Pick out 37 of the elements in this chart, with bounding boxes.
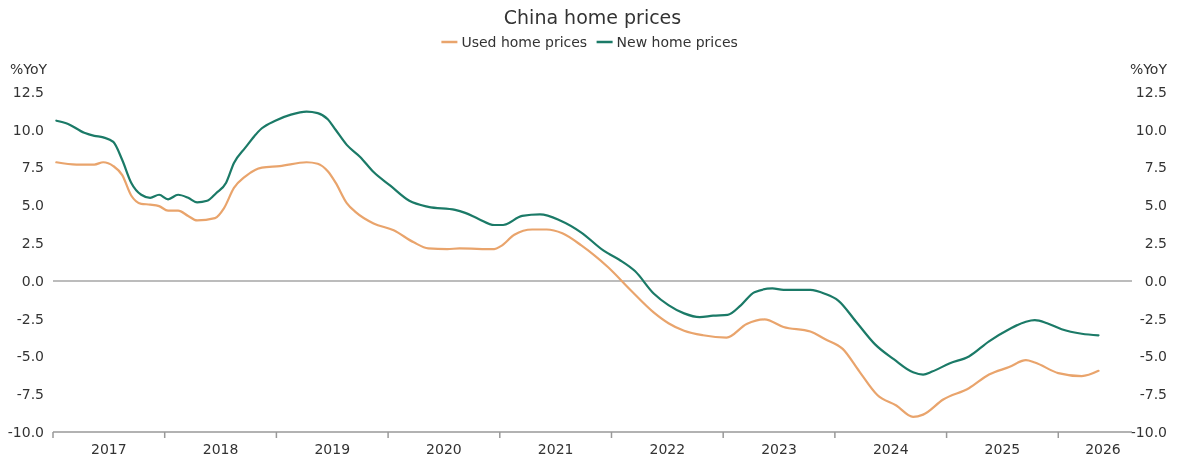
y-tick-label: -7.5 [16, 386, 44, 403]
y-tick-label: -5.0 [16, 348, 44, 365]
line-series [55, 161, 1100, 418]
legend-label: New home prices [616, 34, 738, 50]
y2-tick-label: 12.5 [1135, 83, 1167, 100]
x-tick-label: 2021 [537, 441, 574, 457]
y-tick-label: 12.5 [12, 83, 44, 100]
y2-tick-label: -2.5 [1139, 310, 1167, 327]
y-tick-label: -10.0 [7, 423, 44, 440]
y-tick-label: 7.5 [21, 159, 44, 176]
y2-tick-label: 2.5 [1144, 235, 1167, 252]
y2-axis-title: %YoY [1129, 61, 1168, 77]
y-axis-title: %YoY [10, 61, 48, 77]
x-tick-label: 2024 [872, 441, 909, 457]
y-tick-label: -2.5 [16, 310, 44, 327]
y-tick-label: 10.0 [12, 121, 44, 138]
y-tick-label: 2.5 [21, 235, 44, 252]
line-series [55, 110, 1100, 376]
x-tick-label: 2025 [984, 441, 1021, 457]
chart-title: China home prices [503, 6, 682, 28]
y2-tick-label: 7.5 [1144, 159, 1167, 176]
y-tick-label: 0.0 [21, 272, 44, 289]
x-tick-label: 2022 [649, 441, 686, 457]
y2-tick-label: 0.0 [1144, 272, 1167, 289]
y-tick-label: 5.0 [21, 197, 44, 214]
y2-tick-label: -7.5 [1139, 386, 1167, 403]
y2-tick-label: 5.0 [1144, 197, 1167, 214]
legend-label: Used home prices [461, 34, 588, 50]
x-tick-label: 2019 [314, 441, 351, 457]
x-tick-label: 2020 [426, 441, 462, 457]
x-tick-label: 2018 [202, 441, 239, 457]
y2-tick-label: -5.0 [1139, 348, 1167, 365]
y2-tick-label: -10.0 [1130, 423, 1167, 440]
y2-tick-label: 10.0 [1135, 121, 1167, 138]
x-tick-label: 2023 [761, 441, 797, 457]
x-tick-label: 2026 [1085, 441, 1121, 457]
x-tick-label: 2017 [91, 441, 127, 457]
